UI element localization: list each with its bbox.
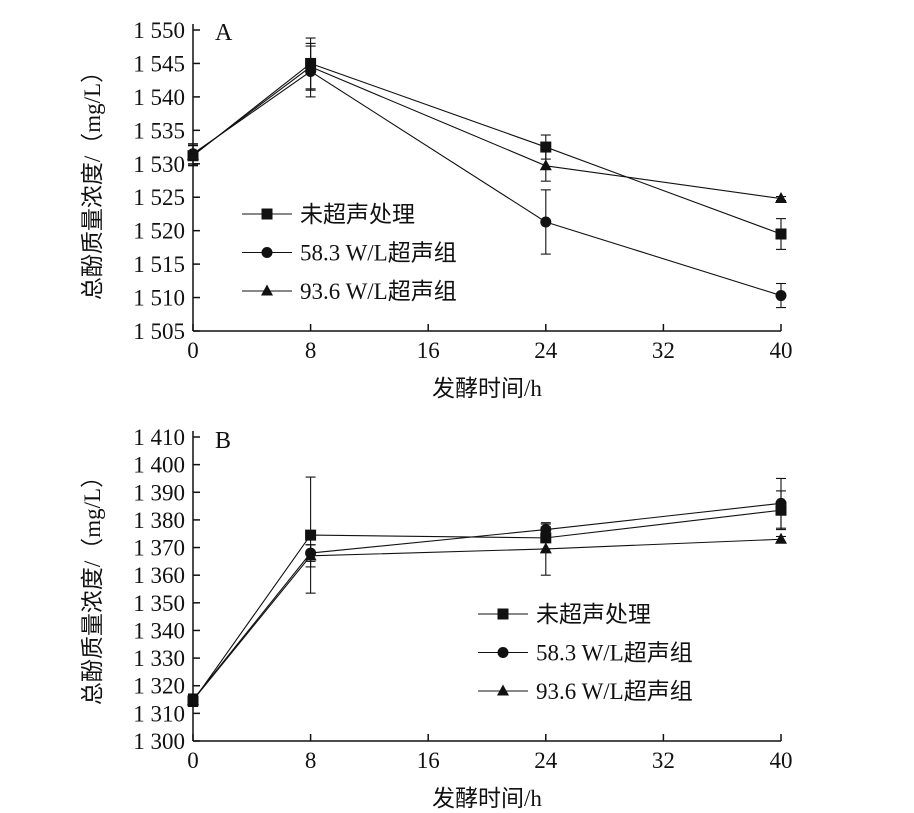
x-tick-label: 32 xyxy=(652,338,675,363)
panel-label: B xyxy=(215,428,231,454)
legend-marker xyxy=(261,208,273,220)
x-tick-label: 16 xyxy=(417,338,440,363)
legend-marker xyxy=(261,284,273,296)
x-tick-label: 40 xyxy=(770,748,793,773)
legend-label: 未超声处理 xyxy=(300,202,415,227)
legend-label: 93.6 W/L超声组 xyxy=(300,279,457,304)
series-square xyxy=(187,476,787,708)
y-tick-label: 1 530 xyxy=(133,152,185,177)
y-tick-label: 1 390 xyxy=(133,480,185,505)
y-tick-label: 1 535 xyxy=(133,118,185,143)
x-tick-label: 8 xyxy=(305,338,317,363)
y-tick-label: 1 520 xyxy=(133,219,185,244)
x-tick-label: 0 xyxy=(187,748,199,773)
x-tick-label: 32 xyxy=(652,748,675,773)
legend-label: 未超声处理 xyxy=(536,602,651,627)
y-tick-label: 1 300 xyxy=(133,729,185,754)
y-tick-label: 1 540 xyxy=(133,85,185,110)
series-triangle xyxy=(187,42,787,204)
series-line xyxy=(192,509,782,702)
y-tick-label: 1 400 xyxy=(133,453,185,478)
data-point xyxy=(540,141,552,153)
y-tick-label: 1 525 xyxy=(133,185,185,210)
legend-marker xyxy=(497,647,509,658)
panel-label: A xyxy=(215,20,233,46)
series-line xyxy=(192,538,782,701)
series-circle xyxy=(187,477,787,706)
series-square xyxy=(187,37,787,250)
y-tick-label: 1 360 xyxy=(133,563,185,588)
series-line xyxy=(192,70,782,297)
x-tick-label: 16 xyxy=(417,748,440,773)
x-tick-label: 40 xyxy=(770,338,793,363)
legend-label: 58.3 W/L超声组 xyxy=(300,241,457,266)
y-tick-label: 1 320 xyxy=(133,674,185,699)
y-tick-label: 1 550 xyxy=(133,18,185,43)
y-axis-label: 总酚质量浓度/（mg/L） xyxy=(80,465,105,705)
data-point xyxy=(775,290,787,302)
series-line xyxy=(192,502,782,700)
y-tick-label: 1 330 xyxy=(133,646,185,671)
y-tick-label: 1 380 xyxy=(133,508,185,533)
series-circle xyxy=(187,45,787,309)
data-point xyxy=(187,693,199,705)
y-tick-label: 1 350 xyxy=(133,591,185,616)
y-tick-label: 1 340 xyxy=(133,618,185,643)
x-tick-label: 8 xyxy=(305,748,317,773)
series-line xyxy=(192,62,782,235)
x-axis-label: 发酵时间/h xyxy=(432,786,542,811)
series-line xyxy=(192,66,782,200)
y-tick-label: 1 370 xyxy=(133,536,185,561)
data-point xyxy=(539,159,552,171)
y-tick-label: 1 510 xyxy=(133,286,185,311)
x-tick-label: 0 xyxy=(187,338,199,363)
x-tick-label: 24 xyxy=(534,338,558,363)
legend-label: 58.3 W/L超声组 xyxy=(536,641,693,666)
data-point xyxy=(540,216,552,228)
data-point xyxy=(304,549,317,561)
legend-label: 93.6 W/L超声组 xyxy=(536,679,693,704)
legend-marker xyxy=(497,684,509,696)
y-tick-label: 1 410 xyxy=(133,425,185,450)
legend-marker xyxy=(261,247,273,258)
data-point xyxy=(775,228,787,240)
data-point xyxy=(775,532,787,544)
data-point xyxy=(775,192,787,204)
panel-a: 1 505 1 510 1 515 1 520 1 525 1 530 1 535 1 540… xyxy=(80,18,793,401)
y-tick-label: 1 545 xyxy=(133,51,185,76)
y-axis-label: 总酚质量浓度/（mg/L） xyxy=(80,60,105,300)
data-point xyxy=(775,497,787,509)
data-point xyxy=(539,542,552,554)
y-tick-label: 1 310 xyxy=(133,701,185,726)
data-point xyxy=(305,529,317,541)
x-tick-label: 24 xyxy=(534,748,558,773)
data-point xyxy=(304,60,317,72)
x-axis-label: 发酵时间/h xyxy=(432,376,542,401)
series-triangle xyxy=(187,522,787,707)
legend-marker xyxy=(497,608,509,620)
data-point xyxy=(187,148,199,160)
y-tick-label: 1 505 xyxy=(133,319,185,344)
y-tick-label: 1 515 xyxy=(133,252,185,277)
